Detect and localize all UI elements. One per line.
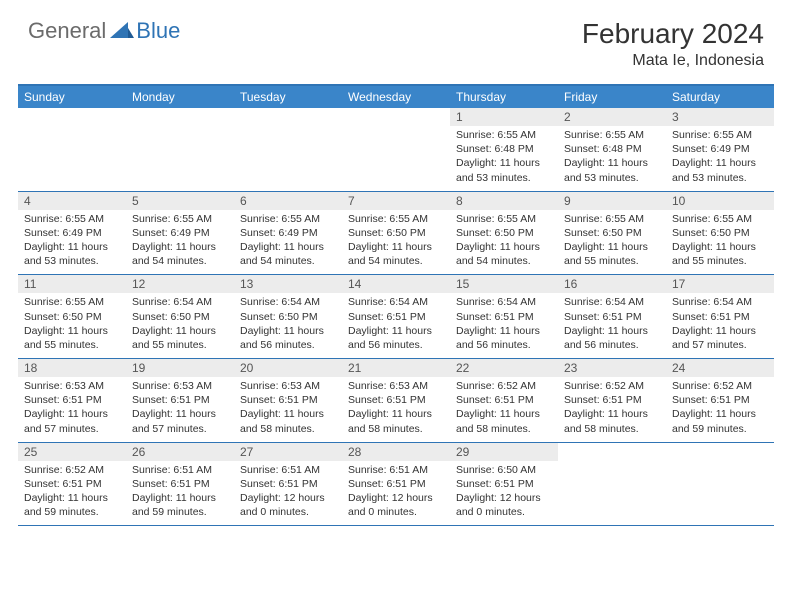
day-detail-cell bbox=[558, 461, 666, 526]
day-number-cell: 13 bbox=[234, 275, 342, 293]
day-number-cell: 26 bbox=[126, 443, 234, 461]
logo-text-general: General bbox=[28, 18, 106, 44]
day-number-cell bbox=[666, 443, 774, 461]
day-detail-cell: Sunrise: 6:51 AMSunset: 6:51 PMDaylight:… bbox=[342, 461, 450, 526]
day-detail-cell: Sunrise: 6:50 AMSunset: 6:51 PMDaylight:… bbox=[450, 461, 558, 526]
dow-wednesday: Wednesday bbox=[342, 86, 450, 108]
day-number-cell: 24 bbox=[666, 359, 774, 377]
day-number-cell: 12 bbox=[126, 275, 234, 293]
day-number-cell bbox=[342, 108, 450, 126]
week-daynum-row: 11121314151617 bbox=[18, 275, 774, 293]
logo-text-blue: Blue bbox=[136, 18, 180, 44]
day-detail-cell: Sunrise: 6:52 AMSunset: 6:51 PMDaylight:… bbox=[558, 377, 666, 442]
day-number-cell: 25 bbox=[18, 443, 126, 461]
day-number-cell: 10 bbox=[666, 192, 774, 210]
day-detail-cell bbox=[126, 126, 234, 191]
day-number-cell: 3 bbox=[666, 108, 774, 126]
day-of-week-header: SundayMondayTuesdayWednesdayThursdayFrid… bbox=[18, 86, 774, 108]
day-detail-cell: Sunrise: 6:52 AMSunset: 6:51 PMDaylight:… bbox=[18, 461, 126, 526]
day-number-cell: 11 bbox=[18, 275, 126, 293]
day-number-cell: 9 bbox=[558, 192, 666, 210]
day-detail-cell: Sunrise: 6:52 AMSunset: 6:51 PMDaylight:… bbox=[666, 377, 774, 442]
day-number-cell bbox=[126, 108, 234, 126]
day-number-cell: 6 bbox=[234, 192, 342, 210]
day-detail-cell: Sunrise: 6:55 AMSunset: 6:50 PMDaylight:… bbox=[558, 210, 666, 275]
day-detail-cell: Sunrise: 6:55 AMSunset: 6:50 PMDaylight:… bbox=[18, 293, 126, 358]
day-number-cell: 18 bbox=[18, 359, 126, 377]
week-detail-row: Sunrise: 6:53 AMSunset: 6:51 PMDaylight:… bbox=[18, 377, 774, 443]
day-detail-cell: Sunrise: 6:55 AMSunset: 6:49 PMDaylight:… bbox=[126, 210, 234, 275]
day-number-cell bbox=[558, 443, 666, 461]
day-detail-cell: Sunrise: 6:51 AMSunset: 6:51 PMDaylight:… bbox=[234, 461, 342, 526]
day-number-cell: 20 bbox=[234, 359, 342, 377]
logo-triangle-icon bbox=[110, 20, 134, 43]
day-number-cell: 23 bbox=[558, 359, 666, 377]
day-number-cell: 14 bbox=[342, 275, 450, 293]
day-detail-cell: Sunrise: 6:55 AMSunset: 6:50 PMDaylight:… bbox=[666, 210, 774, 275]
day-detail-cell: Sunrise: 6:54 AMSunset: 6:51 PMDaylight:… bbox=[450, 293, 558, 358]
day-detail-cell: Sunrise: 6:55 AMSunset: 6:50 PMDaylight:… bbox=[342, 210, 450, 275]
day-detail-cell bbox=[342, 126, 450, 191]
day-detail-cell: Sunrise: 6:54 AMSunset: 6:51 PMDaylight:… bbox=[558, 293, 666, 358]
location-label: Mata Ie, Indonesia bbox=[582, 52, 764, 70]
month-title: February 2024 bbox=[582, 18, 764, 50]
week-daynum-row: 2526272829 bbox=[18, 443, 774, 461]
day-detail-cell: Sunrise: 6:53 AMSunset: 6:51 PMDaylight:… bbox=[126, 377, 234, 442]
day-number-cell: 2 bbox=[558, 108, 666, 126]
title-block: February 2024 Mata Ie, Indonesia bbox=[582, 18, 764, 70]
week-daynum-row: 123 bbox=[18, 108, 774, 126]
week-detail-row: Sunrise: 6:55 AMSunset: 6:50 PMDaylight:… bbox=[18, 293, 774, 359]
day-number-cell: 17 bbox=[666, 275, 774, 293]
day-detail-cell: Sunrise: 6:55 AMSunset: 6:48 PMDaylight:… bbox=[450, 126, 558, 191]
day-number-cell: 16 bbox=[558, 275, 666, 293]
dow-thursday: Thursday bbox=[450, 86, 558, 108]
dow-monday: Monday bbox=[126, 86, 234, 108]
day-number-cell: 7 bbox=[342, 192, 450, 210]
day-number-cell: 8 bbox=[450, 192, 558, 210]
day-detail-cell: Sunrise: 6:54 AMSunset: 6:51 PMDaylight:… bbox=[342, 293, 450, 358]
day-detail-cell: Sunrise: 6:55 AMSunset: 6:49 PMDaylight:… bbox=[666, 126, 774, 191]
day-detail-cell: Sunrise: 6:54 AMSunset: 6:50 PMDaylight:… bbox=[126, 293, 234, 358]
logo: General Blue bbox=[28, 18, 180, 44]
week-daynum-row: 45678910 bbox=[18, 192, 774, 210]
dow-sunday: Sunday bbox=[18, 86, 126, 108]
day-detail-cell: Sunrise: 6:53 AMSunset: 6:51 PMDaylight:… bbox=[18, 377, 126, 442]
day-number-cell: 15 bbox=[450, 275, 558, 293]
day-number-cell: 28 bbox=[342, 443, 450, 461]
dow-tuesday: Tuesday bbox=[234, 86, 342, 108]
day-detail-cell: Sunrise: 6:55 AMSunset: 6:49 PMDaylight:… bbox=[18, 210, 126, 275]
day-number-cell: 29 bbox=[450, 443, 558, 461]
day-number-cell: 4 bbox=[18, 192, 126, 210]
weeks-container: 123Sunrise: 6:55 AMSunset: 6:48 PMDaylig… bbox=[18, 108, 774, 526]
day-detail-cell: Sunrise: 6:55 AMSunset: 6:50 PMDaylight:… bbox=[450, 210, 558, 275]
page-header: General Blue February 2024 Mata Ie, Indo… bbox=[0, 0, 792, 78]
day-number-cell bbox=[18, 108, 126, 126]
day-detail-cell bbox=[18, 126, 126, 191]
day-detail-cell: Sunrise: 6:54 AMSunset: 6:50 PMDaylight:… bbox=[234, 293, 342, 358]
week-detail-row: Sunrise: 6:52 AMSunset: 6:51 PMDaylight:… bbox=[18, 461, 774, 527]
day-number-cell bbox=[234, 108, 342, 126]
day-detail-cell: Sunrise: 6:53 AMSunset: 6:51 PMDaylight:… bbox=[342, 377, 450, 442]
dow-saturday: Saturday bbox=[666, 86, 774, 108]
day-number-cell: 22 bbox=[450, 359, 558, 377]
week-detail-row: Sunrise: 6:55 AMSunset: 6:49 PMDaylight:… bbox=[18, 210, 774, 276]
day-number-cell: 27 bbox=[234, 443, 342, 461]
day-detail-cell: Sunrise: 6:55 AMSunset: 6:49 PMDaylight:… bbox=[234, 210, 342, 275]
calendar: SundayMondayTuesdayWednesdayThursdayFrid… bbox=[18, 84, 774, 526]
day-number-cell: 1 bbox=[450, 108, 558, 126]
week-detail-row: Sunrise: 6:55 AMSunset: 6:48 PMDaylight:… bbox=[18, 126, 774, 192]
week-daynum-row: 18192021222324 bbox=[18, 359, 774, 377]
day-number-cell: 19 bbox=[126, 359, 234, 377]
day-number-cell: 21 bbox=[342, 359, 450, 377]
day-detail-cell bbox=[234, 126, 342, 191]
day-detail-cell: Sunrise: 6:51 AMSunset: 6:51 PMDaylight:… bbox=[126, 461, 234, 526]
dow-friday: Friday bbox=[558, 86, 666, 108]
day-number-cell: 5 bbox=[126, 192, 234, 210]
day-detail-cell: Sunrise: 6:53 AMSunset: 6:51 PMDaylight:… bbox=[234, 377, 342, 442]
day-detail-cell: Sunrise: 6:55 AMSunset: 6:48 PMDaylight:… bbox=[558, 126, 666, 191]
day-detail-cell: Sunrise: 6:52 AMSunset: 6:51 PMDaylight:… bbox=[450, 377, 558, 442]
day-detail-cell bbox=[666, 461, 774, 526]
day-detail-cell: Sunrise: 6:54 AMSunset: 6:51 PMDaylight:… bbox=[666, 293, 774, 358]
